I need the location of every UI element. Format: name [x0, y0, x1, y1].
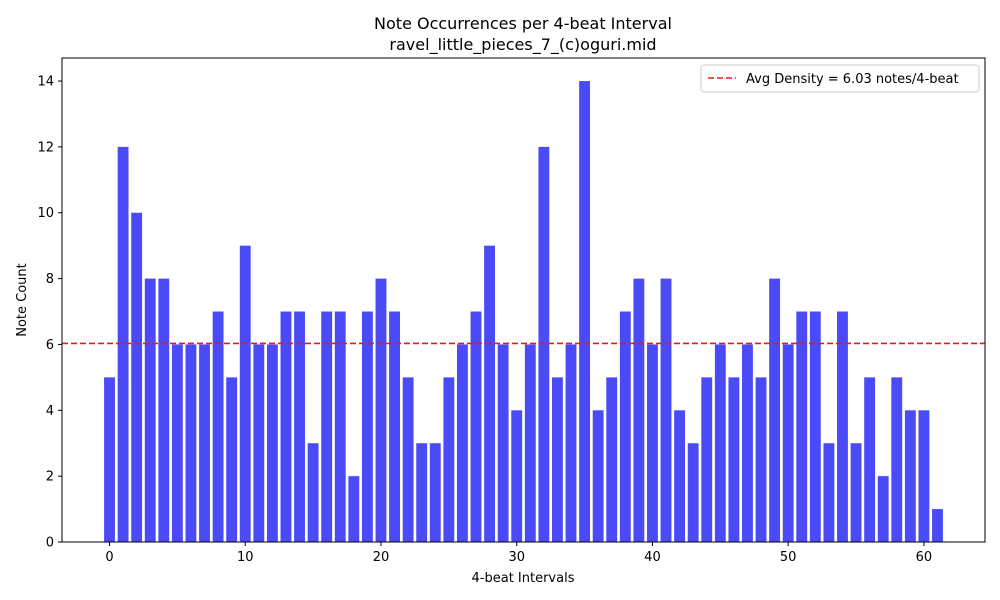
bar [674, 410, 686, 542]
legend-label: Avg Density = 6.03 notes/4-beat [746, 72, 959, 87]
bar [226, 377, 238, 542]
x-axis-label: 4-beat Intervals [472, 571, 575, 586]
bar [728, 377, 740, 542]
legend: Avg Density = 6.03 notes/4-beat [700, 64, 980, 93]
bar-series [104, 81, 943, 543]
bar [144, 278, 156, 542]
plot-frame [61, 57, 986, 543]
bar [524, 344, 536, 542]
bar [918, 410, 930, 542]
x-tick-label: 10 [237, 550, 254, 565]
bar [117, 146, 129, 542]
bar [307, 443, 319, 542]
bar [266, 344, 278, 542]
bar [484, 245, 495, 543]
bar [470, 311, 482, 542]
y-axis-label: Note Count [15, 263, 30, 337]
bar [633, 278, 645, 542]
bar [755, 377, 767, 542]
bar [131, 212, 143, 542]
chart-subtitle: ravel_little_pieces_7_(c)oguri.mid [389, 35, 656, 55]
bar [185, 344, 197, 542]
y-tick-label: 10 [37, 206, 54, 221]
y-ticks: 0 2 4 6 8 10 12 14 [37, 75, 62, 551]
bar [837, 311, 848, 542]
bar [769, 278, 781, 542]
bar [361, 311, 373, 542]
x-tick-label: 40 [644, 550, 661, 565]
bar [796, 311, 808, 542]
bar [375, 278, 387, 542]
x-tick-label: 50 [780, 550, 797, 565]
bar [891, 377, 903, 542]
y-tick-label: 6 [46, 338, 54, 353]
y-tick-label: 2 [46, 470, 54, 485]
bar [511, 410, 523, 542]
bar [619, 311, 631, 542]
bar [904, 410, 916, 542]
bar [456, 344, 468, 542]
y-tick-label: 8 [46, 272, 54, 287]
bar [104, 377, 115, 542]
x-tick-label: 0 [105, 550, 113, 565]
bar [932, 509, 943, 542]
x-tick-label: 60 [916, 550, 933, 565]
bar [212, 311, 224, 542]
bar [199, 344, 210, 542]
x-tick-label: 20 [373, 550, 390, 565]
bar [171, 344, 183, 542]
bar [294, 311, 305, 542]
y-tick-label: 14 [37, 75, 54, 90]
bar [416, 443, 428, 542]
x-ticks: 0 10 20 30 40 50 60 [105, 542, 932, 565]
legend-box [700, 64, 980, 93]
bar [565, 344, 577, 542]
x-tick-label: 30 [508, 550, 525, 565]
bar [579, 81, 591, 543]
y-tick-label: 12 [37, 140, 54, 155]
bar [701, 377, 713, 542]
bar [497, 344, 509, 542]
bar [606, 377, 618, 542]
chart-title: Note Occurrences per 4-beat Interval [374, 14, 672, 33]
y-tick-label: 0 [46, 536, 54, 551]
bar [538, 146, 550, 542]
bar [647, 344, 658, 542]
bar [239, 245, 251, 543]
bar [742, 344, 753, 542]
bar [389, 311, 400, 542]
bar [660, 278, 672, 542]
bar [429, 443, 441, 542]
bar [321, 311, 333, 542]
axes [61, 57, 986, 543]
bar [158, 278, 170, 542]
bar [782, 344, 794, 542]
bar [253, 344, 265, 542]
bar [334, 311, 346, 542]
bar [348, 476, 360, 542]
bar [592, 410, 604, 542]
bar [714, 344, 726, 542]
bar [552, 377, 563, 542]
bar [687, 443, 699, 542]
bar [823, 443, 835, 542]
bar [280, 311, 292, 542]
bar [402, 377, 414, 542]
bar [864, 377, 876, 542]
bar [443, 377, 455, 542]
bar [850, 443, 862, 542]
y-tick-label: 4 [46, 404, 54, 419]
bar [809, 311, 821, 542]
bar [877, 476, 889, 542]
